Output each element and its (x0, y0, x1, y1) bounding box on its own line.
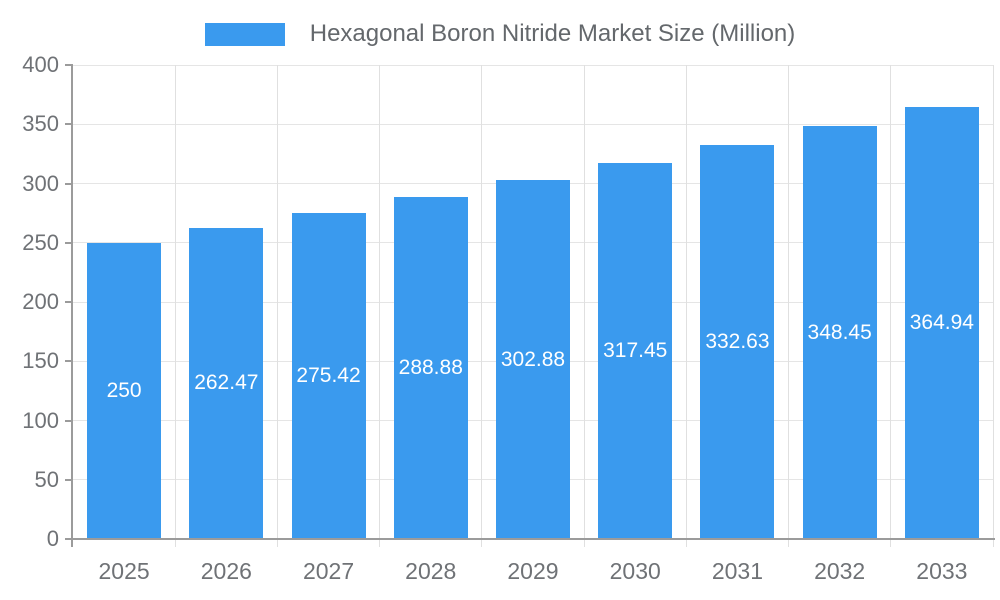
x-axis-label: 2032 (814, 558, 866, 584)
h-gridline (73, 123, 993, 125)
bar: 317.45 (598, 162, 673, 539)
y-axis-label: 400 (22, 52, 59, 77)
bar-value-label: 317.45 (603, 338, 668, 362)
v-gridline (992, 65, 994, 547)
bar-value-label: 288.88 (398, 355, 463, 379)
y-axis-tick (65, 478, 73, 481)
y-axis-label: 300 (22, 170, 59, 196)
y-axis-label: 350 (22, 111, 59, 137)
bar-value-label: 332.63 (705, 329, 770, 353)
y-axis-label: 0 (46, 526, 59, 551)
h-gridline (73, 64, 993, 66)
y-axis-tick (65, 123, 73, 126)
y-axis-label: 100 (22, 407, 59, 433)
x-axis-label: 2030 (609, 558, 661, 584)
x-axis-label: 2025 (98, 558, 150, 584)
v-gridline (685, 65, 687, 547)
bar-value-label: 302.88 (500, 347, 566, 371)
v-gridline (583, 65, 585, 547)
x-axis-label: 2033 (916, 558, 968, 584)
y-axis-tick (65, 301, 73, 303)
y-axis-line (71, 65, 73, 547)
x-axis-label: 2031 (711, 558, 764, 584)
bar: 275.42 (291, 212, 366, 539)
bar-value-label: 250 (106, 378, 142, 402)
legend-label: Hexagonal Boron Nitride Market Size (Mil… (309, 20, 796, 47)
legend-item[interactable]: Hexagonal Boron Nitride Market Size (Mil… (204, 20, 796, 48)
x-axis-label: 2027 (302, 558, 355, 584)
v-gridline (788, 65, 790, 547)
v-gridline (379, 65, 381, 547)
bar: 262.47 (189, 227, 264, 539)
bar: 348.45 (802, 126, 877, 539)
bar: 250 (87, 242, 162, 539)
bar-value-label: 348.45 (807, 320, 872, 344)
x-axis-line (65, 538, 995, 540)
v-gridline (276, 65, 278, 547)
bar-value-label: 262.47 (194, 371, 259, 395)
y-axis-tick (65, 241, 73, 244)
y-axis-label: 250 (22, 229, 59, 255)
v-gridline (890, 65, 892, 547)
legend: Hexagonal Boron Nitride Market Size (Mil… (0, 12, 1000, 56)
y-axis-tick (65, 360, 73, 363)
bar: 332.63 (700, 144, 775, 539)
plot-area: 0 50 100 150 200 250 300 350 400 250 262.47 275.42 2… (22, 52, 995, 584)
v-gridline (174, 65, 176, 547)
bar: 364.94 (904, 106, 979, 539)
bar-value-label: 364.94 (909, 310, 974, 334)
bar: 302.88 (496, 180, 570, 539)
v-gridline (481, 65, 483, 547)
x-axis-label: 2028 (405, 558, 457, 584)
bar: 288.88 (393, 196, 468, 539)
y-axis-tick (65, 419, 73, 422)
legend-swatch-icon (204, 22, 285, 46)
y-axis-tick (65, 182, 73, 185)
y-axis-tick (65, 64, 73, 66)
x-axis-label: 2026 (200, 558, 252, 584)
y-axis-label: 200 (22, 289, 59, 314)
x-axis-label: 2029 (507, 558, 559, 584)
y-axis-label: 150 (22, 348, 59, 374)
y-axis-label: 50 (34, 466, 59, 492)
bar-value-label: 275.42 (296, 363, 361, 387)
